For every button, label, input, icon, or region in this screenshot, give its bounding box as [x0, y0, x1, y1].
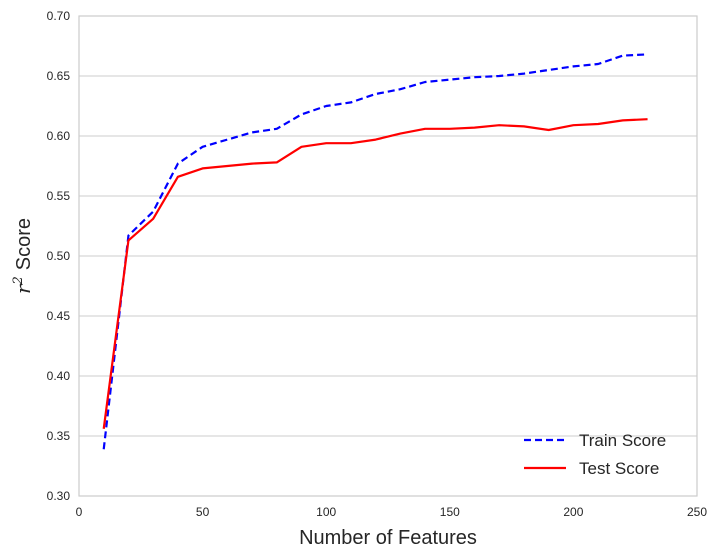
- y-tick-label: 0.50: [47, 249, 71, 263]
- y-axis-label-superscript: 2: [11, 276, 26, 285]
- y-tick-label: 0.45: [47, 309, 71, 323]
- series-line-train-score: [102, 53, 648, 450]
- series-layer: [102, 53, 648, 450]
- x-tick-label: 250: [687, 505, 707, 519]
- y-axis-label-text: Score: [13, 218, 35, 270]
- y-axis-label: r2 Score: [11, 218, 35, 294]
- y-tick-label: 0.60: [47, 129, 71, 143]
- y-tick-label: 0.70: [47, 9, 71, 23]
- x-tick-label: 50: [196, 505, 210, 519]
- x-tick-label: 100: [316, 505, 336, 519]
- y-tick-label: 0.40: [47, 369, 71, 383]
- y-tick-label: 0.30: [47, 489, 71, 503]
- x-tick-label: 200: [563, 505, 583, 519]
- y-axis-label-variable: r: [11, 283, 35, 294]
- y-tick-label: 0.55: [47, 189, 71, 203]
- x-tick-label: 150: [440, 505, 460, 519]
- legend-label-test-score: Test Score: [579, 459, 659, 478]
- legend-label-train-score: Train Score: [579, 431, 666, 450]
- series-line-test-score: [102, 118, 648, 429]
- y-tick-labels: 0.30 0.35 0.40 0.45 0.50 0.55 0.60 0.65 0.70: [47, 9, 71, 503]
- y-tick-label: 0.65: [47, 69, 71, 83]
- x-tick-labels: 0 50 100 150 200 250: [76, 505, 708, 519]
- x-tick-label: 0: [76, 505, 83, 519]
- y-tick-label: 0.35: [47, 429, 71, 443]
- legend: Train Score Test Score: [524, 431, 666, 478]
- plot-area-frame: [78, 15, 698, 497]
- x-axis-label: Number of Features: [299, 527, 477, 549]
- grid-layer: [79, 75, 697, 437]
